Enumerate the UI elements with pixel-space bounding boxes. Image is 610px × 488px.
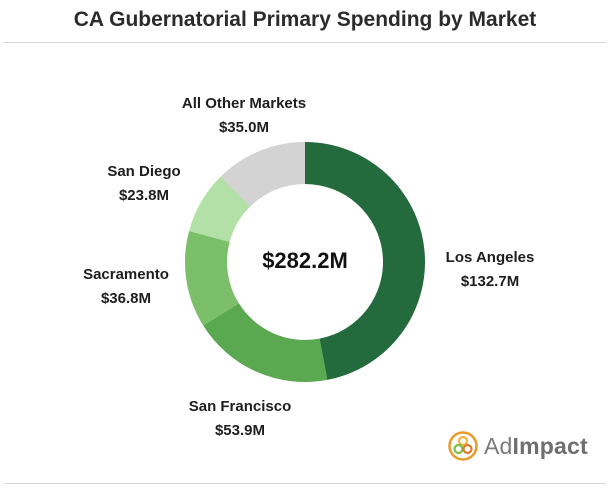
slice-los-angeles: [305, 142, 426, 380]
slice-value-label: $23.8M: [119, 187, 169, 204]
adimpact-wordmark: AdImpact: [484, 432, 588, 459]
adimpact-logo: AdImpact: [448, 426, 588, 466]
bottom-divider: [4, 483, 606, 484]
title-divider: [4, 42, 606, 43]
slice-name-label: San Francisco: [189, 398, 292, 415]
slice-name-label: San Diego: [107, 163, 180, 180]
slice-name-label: Los Angeles: [446, 249, 535, 266]
adimpact-logo-icon: [448, 431, 478, 461]
slice-name-label: Sacramento: [83, 266, 169, 283]
slice-name-label: All Other Markets: [182, 95, 306, 112]
chart-title: CA Gubernatorial Primary Spending by Mar…: [73, 8, 537, 31]
slice-san-diego: [189, 176, 251, 242]
donut-slices: [185, 142, 426, 382]
total-label: $282.2M: [262, 248, 348, 273]
slice-value-label: $132.7M: [461, 273, 519, 290]
slice-san-francisco: [203, 303, 328, 382]
slice-value-label: $53.9M: [215, 422, 265, 439]
slice-sacramento: [185, 230, 239, 326]
slice-value-label: $36.8M: [101, 290, 151, 307]
slice-value-label: $35.0M: [219, 119, 269, 136]
slice-all-other-markets: [220, 142, 305, 207]
slice-labels: Los Angeles $132.7M San Francisco $53.9M Sac…: [83, 95, 534, 439]
